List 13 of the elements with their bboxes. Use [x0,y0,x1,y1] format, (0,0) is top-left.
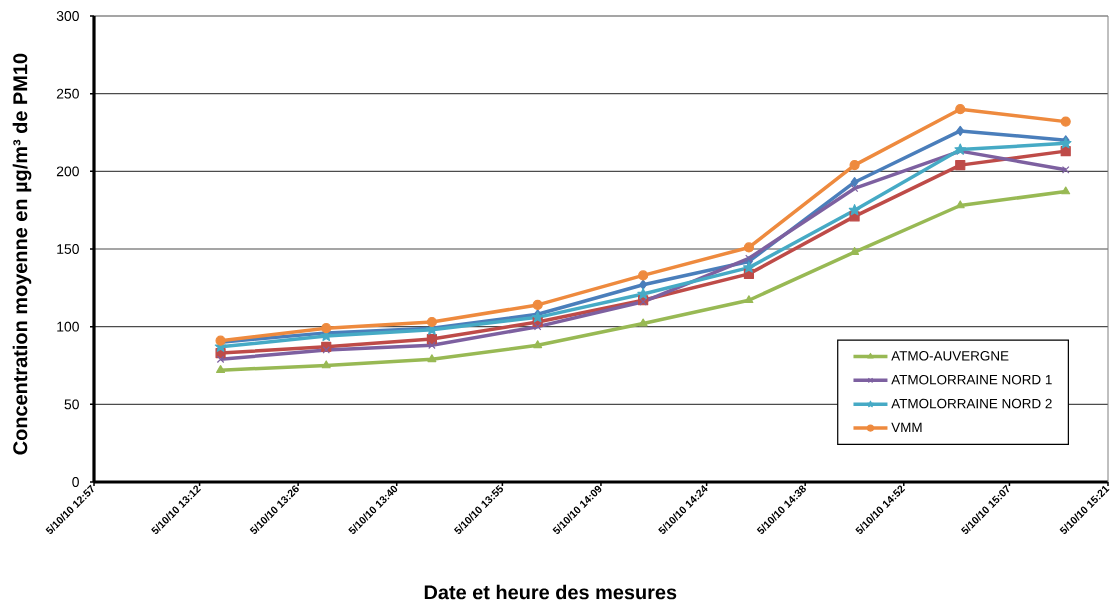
y-tick-label: 200 [56,166,79,177]
y-tick-label: 250 [56,88,79,99]
y-tick-label: 0 [72,477,79,487]
legend-label: ATMO-AUVERGNE [891,351,1009,361]
y-axis-title: Concentration moyenne en µg/m³ de PM10 [12,53,32,455]
y-tick-label: 100 [57,321,79,332]
y-tick-label: 50 [64,399,79,410]
legend-label: VMM [891,422,922,432]
legend-label: ATMOLORRAINE NORD 1 [891,374,1052,385]
legend-label: ATMOLORRAINE NORD 2 [891,398,1052,409]
x-axis-title: Date et heure des mesures [424,584,677,600]
y-tick-label: 150 [57,244,79,254]
y-tick-label: 300 [56,11,79,21]
